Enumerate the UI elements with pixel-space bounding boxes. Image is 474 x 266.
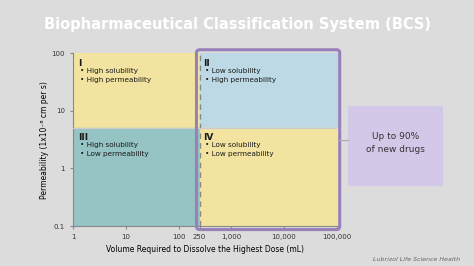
Text: • Low solubility
• High permeability: • Low solubility • High permeability (205, 68, 276, 83)
Text: • High solubility
• Low permeability: • High solubility • Low permeability (80, 142, 148, 157)
Text: IV: IV (203, 133, 213, 142)
Text: I: I (78, 59, 81, 68)
Text: II: II (203, 59, 210, 68)
Text: III: III (78, 133, 88, 142)
Text: Up to 90%
of new drugs: Up to 90% of new drugs (366, 132, 425, 154)
Text: Biopharmaceutical Classification System (BCS): Biopharmaceutical Classification System … (44, 17, 430, 32)
X-axis label: Volume Required to Dissolve the Highest Dose (mL): Volume Required to Dissolve the Highest … (106, 245, 304, 253)
Text: • High solubility
• High permeability: • High solubility • High permeability (80, 68, 151, 83)
Y-axis label: Permeability (1x10⁻⁶ cm per s): Permeability (1x10⁻⁶ cm per s) (40, 81, 49, 199)
FancyBboxPatch shape (339, 98, 453, 194)
Text: • Low solubility
• Low permeability: • Low solubility • Low permeability (205, 142, 273, 157)
Text: Lubrizol Life Science Health: Lubrizol Life Science Health (373, 257, 460, 262)
